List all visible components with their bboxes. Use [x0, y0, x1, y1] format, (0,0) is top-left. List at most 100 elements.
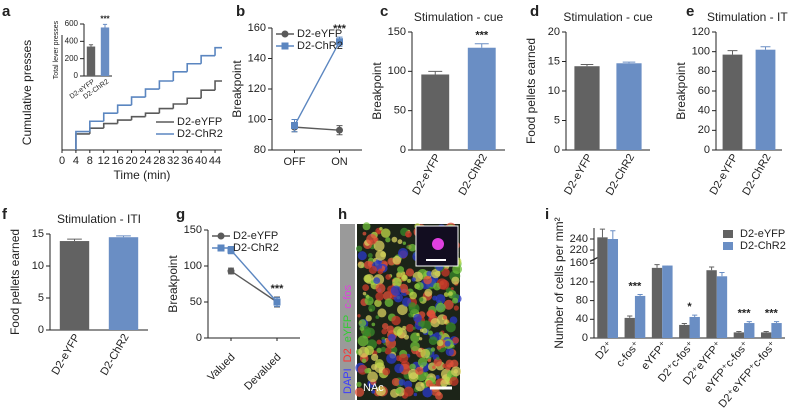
- cell: [439, 279, 450, 290]
- cell: [408, 302, 416, 310]
- step-line: [116, 104, 132, 114]
- x-tick-label: Valued: [205, 351, 237, 383]
- error-bar: [736, 330, 742, 333]
- cell: [387, 333, 396, 342]
- cell: [419, 337, 423, 341]
- cell: [451, 276, 460, 285]
- bar: [651, 267, 663, 338]
- x-tick-label: D2-ChR2: [457, 152, 490, 198]
- cell: [450, 287, 454, 291]
- error-bar: [428, 70, 443, 75]
- cell: [439, 331, 443, 336]
- marker: [281, 42, 289, 50]
- cell: [435, 392, 443, 400]
- series-line: [294, 126, 340, 131]
- cell: [422, 387, 433, 398]
- cell: [426, 311, 432, 317]
- cell: [385, 237, 391, 243]
- step-line: [130, 96, 146, 106]
- cell: [357, 335, 369, 347]
- cell: [445, 347, 454, 357]
- cell: [364, 296, 374, 306]
- y-tick-label: 100: [248, 113, 266, 125]
- cell: [368, 304, 376, 312]
- inset-cell: [432, 238, 444, 250]
- cell: [401, 274, 408, 282]
- cell: [442, 315, 448, 320]
- x-tick-label: D2-ChR2: [740, 152, 773, 198]
- cell: [443, 292, 449, 297]
- y-tick-label: 200: [65, 54, 79, 63]
- y-tick-label: 240: [570, 233, 588, 245]
- cell: [398, 379, 406, 386]
- panel-label: h: [338, 206, 347, 223]
- cell: [431, 268, 441, 279]
- bar: [100, 27, 110, 76]
- cell: [371, 322, 376, 327]
- cell: [415, 366, 424, 375]
- cell: [374, 299, 382, 307]
- channel-label: c-fos: [342, 284, 354, 308]
- cell: [415, 381, 425, 392]
- x-tick-label: 20: [125, 155, 137, 167]
- cell: [362, 291, 367, 296]
- bar: [86, 46, 96, 76]
- channel-label: DAPI: [342, 368, 354, 394]
- y-tick-label: 120: [692, 26, 710, 38]
- cell: [433, 357, 443, 367]
- cell: [398, 353, 409, 364]
- cell: [357, 314, 361, 318]
- cell: [368, 297, 373, 302]
- marker: [273, 298, 281, 306]
- cell: [384, 298, 394, 307]
- cell: [371, 353, 379, 361]
- cell: [412, 326, 416, 330]
- y-tick-label: 20: [698, 124, 710, 136]
- cell: [453, 305, 459, 311]
- cell: [364, 345, 374, 356]
- y-tick-label: 120: [570, 276, 588, 288]
- marker: [217, 244, 225, 252]
- cell: [398, 283, 409, 293]
- y-tick-label: 0: [554, 144, 560, 156]
- x-tick-label: D2-ChR2: [98, 332, 131, 378]
- x-tick-label: D2-eYFP: [562, 152, 595, 197]
- cell: [356, 245, 363, 252]
- cell: [384, 347, 392, 355]
- cell: [373, 240, 385, 252]
- y-tick-label: 40: [576, 313, 588, 325]
- cell: [452, 264, 463, 275]
- y-axis-label: Breakpoint: [370, 62, 384, 120]
- cell: [453, 369, 459, 374]
- error-bar: [580, 63, 594, 67]
- cell: [408, 312, 414, 318]
- step-line: [130, 115, 146, 121]
- cell: [376, 347, 382, 354]
- marker: [227, 246, 235, 254]
- step-line: [158, 80, 174, 90]
- cell: [363, 328, 370, 334]
- y-tick-label: 80: [254, 144, 266, 156]
- legend-label: D2-eYFP: [233, 230, 278, 242]
- cell: [423, 275, 432, 285]
- error-bar: [763, 330, 769, 333]
- cell: [374, 359, 384, 369]
- legend-label: D2-eYFP: [297, 28, 342, 40]
- x-tick-label: 32: [167, 155, 179, 167]
- step-line: [158, 107, 174, 114]
- cell: [448, 291, 453, 296]
- x-tick-label: D2-ChR2: [604, 152, 637, 198]
- cell: [417, 357, 428, 367]
- x-tick-label: 40: [195, 155, 207, 167]
- x-tick-label: 0: [59, 155, 65, 167]
- y-tick-label: 0: [400, 144, 406, 156]
- error-bar: [622, 61, 636, 64]
- cell: [413, 313, 422, 323]
- bar: [744, 323, 755, 338]
- cell: [409, 363, 416, 371]
- panel-label: b: [236, 3, 245, 20]
- cell: [415, 281, 424, 291]
- cell: [358, 319, 367, 327]
- cell: [377, 308, 387, 318]
